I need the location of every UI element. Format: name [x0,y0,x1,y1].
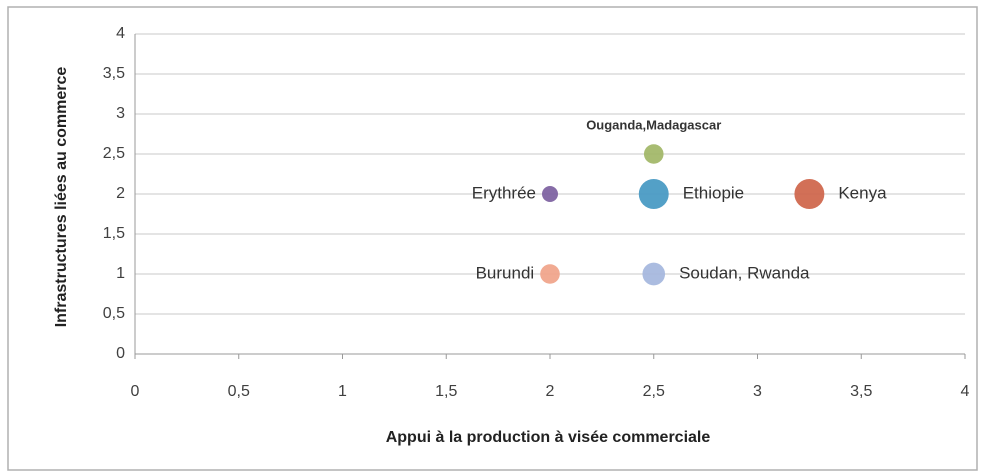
x-tick-label: 1,5 [435,383,457,400]
bubble [794,179,825,209]
y-axis-label: Infrastructures liées au commerce [53,67,70,328]
y-tick-label: 0 [116,345,125,362]
y-tick-label: 4 [116,25,125,42]
data-label: Ouganda,Madagascar [586,118,721,133]
x-tick-label: 0,5 [228,383,250,400]
x-tick-label: 2,5 [643,383,665,400]
x-tick-label: 3 [753,383,762,400]
data-label: Soudan, Rwanda [679,263,810,282]
chart-frame [7,6,978,471]
y-tick-label: 1,5 [103,225,125,242]
x-tick-label: 0 [131,383,140,400]
y-tick-label: 0,5 [103,305,125,322]
x-axis-label: Appui à la production à visée commercial… [386,429,711,446]
data-label: Ethiopie [683,183,744,202]
x-tick-label: 2 [546,383,555,400]
y-tick-label: 3 [116,105,125,122]
y-tick-label: 1 [116,265,125,282]
bubble [643,144,664,164]
y-tick-label: 2,5 [103,145,125,162]
bubble [642,262,666,286]
x-tick-label: 1 [338,383,347,400]
data-label: Burundi [476,263,535,282]
bubble [540,264,560,284]
y-tick-label: 3,5 [103,65,125,82]
y-tick-label: 2 [116,185,125,202]
bubble [542,186,558,202]
bubble [638,179,669,209]
x-tick-label: 4 [961,383,970,400]
data-label: Kenya [838,183,887,202]
data-label: Erythrée [472,183,536,202]
x-tick-label: 3,5 [850,383,872,400]
